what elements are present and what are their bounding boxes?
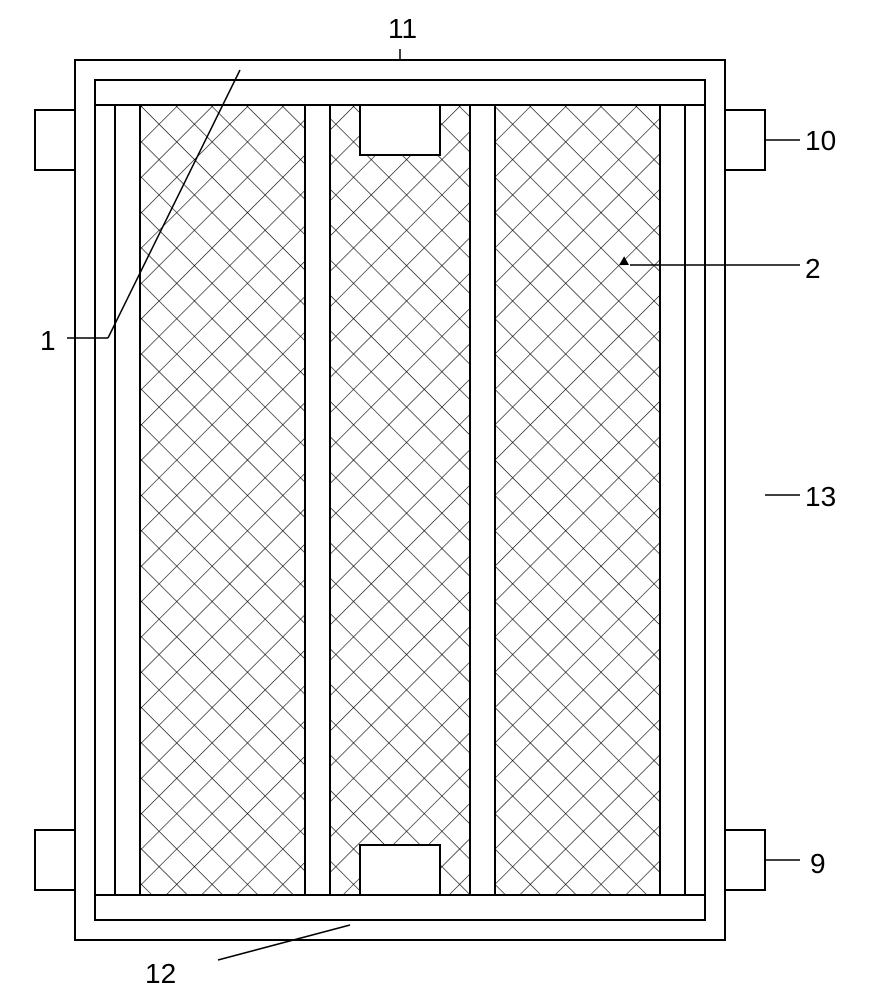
hatched-panel [495,105,660,895]
reference-label: 9 [810,848,826,879]
side-tab [725,110,765,170]
horizontal-strip [95,80,705,105]
reference-label: 1 [40,325,56,356]
vertical-bar [305,105,330,895]
reference-label: 2 [805,253,821,284]
reference-label: 12 [145,958,176,989]
center-block [360,105,440,155]
side-tab [725,830,765,890]
reference-label: 11 [388,13,417,44]
vertical-bar [115,105,140,895]
leader-line [218,925,350,960]
vertical-bar [470,105,495,895]
side-tab [35,830,75,890]
hatched-panel [330,105,470,895]
horizontal-strip [95,895,705,920]
vertical-bar [660,105,685,895]
reference-label: 10 [805,125,836,156]
side-tab [35,110,75,170]
reference-label: 13 [805,481,836,512]
technical-diagram: 12910111213 [0,0,883,1000]
center-block [360,845,440,895]
